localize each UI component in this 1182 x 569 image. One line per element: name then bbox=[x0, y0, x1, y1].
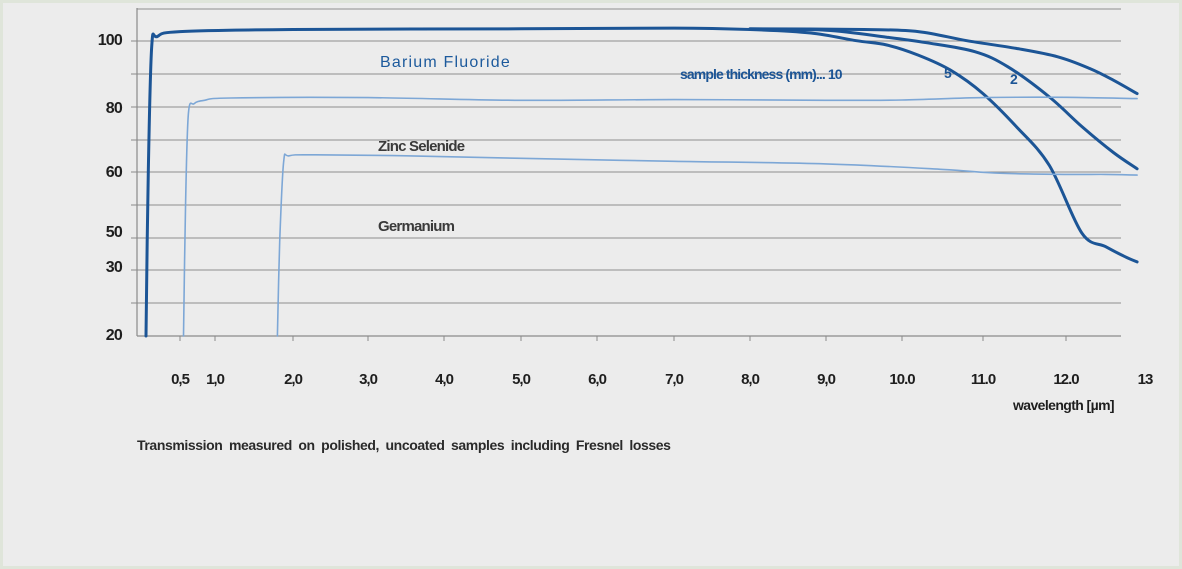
x-tick-label-3,0: 3,0 bbox=[359, 371, 378, 388]
series-line-zinc-selenide bbox=[182, 96, 1138, 337]
x-tick-label-1,0: 1,0 bbox=[206, 371, 225, 388]
x-tick-label-11.0: 11.0 bbox=[971, 371, 996, 388]
series-line-barium-fluoride-10mm bbox=[144, 26, 1139, 338]
series-lines bbox=[144, 26, 1139, 338]
x-tick-label-2,0: 2,0 bbox=[284, 371, 303, 388]
y-tick-label-80: 80 bbox=[106, 100, 123, 117]
y-tick-label-30: 30 bbox=[106, 259, 123, 276]
label-barium-fluoride: Barium Fluoride bbox=[380, 54, 511, 71]
label-thickness-2: 2 bbox=[1010, 71, 1018, 87]
x-tick-labels: 0,5 1,0 2,0 3,0 4,0 5,0 6,0 7,0 8,0 9,0 10.0 11.0 12… bbox=[171, 371, 1154, 388]
label-germanium: Germanium bbox=[378, 218, 455, 235]
label-thickness-5: 5 bbox=[944, 65, 952, 81]
x-tick-label-8,0: 8,0 bbox=[741, 371, 760, 388]
y-tick-label-100: 100 bbox=[98, 32, 123, 49]
series-line-germanium bbox=[276, 153, 1138, 337]
series-line-barium-fluoride-2mm bbox=[748, 27, 1139, 96]
x-tick-label-13: 13 bbox=[1138, 371, 1153, 388]
x-tick-label-10.0: 10.0 bbox=[889, 371, 915, 388]
series-line-barium-fluoride-5mm bbox=[748, 27, 1139, 171]
y-tick-label-20: 20 bbox=[106, 327, 123, 344]
chart-caption: Transmission measured on polished, uncoa… bbox=[137, 437, 671, 453]
label-sample-thickness: sample thickness (mm)... 10 bbox=[680, 66, 843, 82]
grid-lines bbox=[137, 8, 1121, 304]
x-tick-label-9,0: 9,0 bbox=[817, 371, 836, 388]
label-zinc-selenide: Zinc Selenide bbox=[378, 138, 465, 155]
axes bbox=[131, 8, 1121, 341]
y-tick-label-60: 60 bbox=[106, 164, 123, 181]
x-tick-label-0,5: 0,5 bbox=[171, 371, 190, 388]
x-tick-label-6,0: 6,0 bbox=[588, 371, 607, 388]
x-tick-label-5,0: 5,0 bbox=[512, 371, 531, 388]
y-tick-labels: 100 80 60 50 30 20 bbox=[98, 32, 124, 344]
x-axis-label: wavelength [µm] bbox=[1012, 397, 1114, 413]
x-tick-label-7,0: 7,0 bbox=[665, 371, 684, 388]
y-tick-label-50: 50 bbox=[106, 224, 123, 241]
x-tick-label-12.0: 12.0 bbox=[1053, 371, 1079, 388]
x-tick-label-4,0: 4,0 bbox=[435, 371, 454, 388]
